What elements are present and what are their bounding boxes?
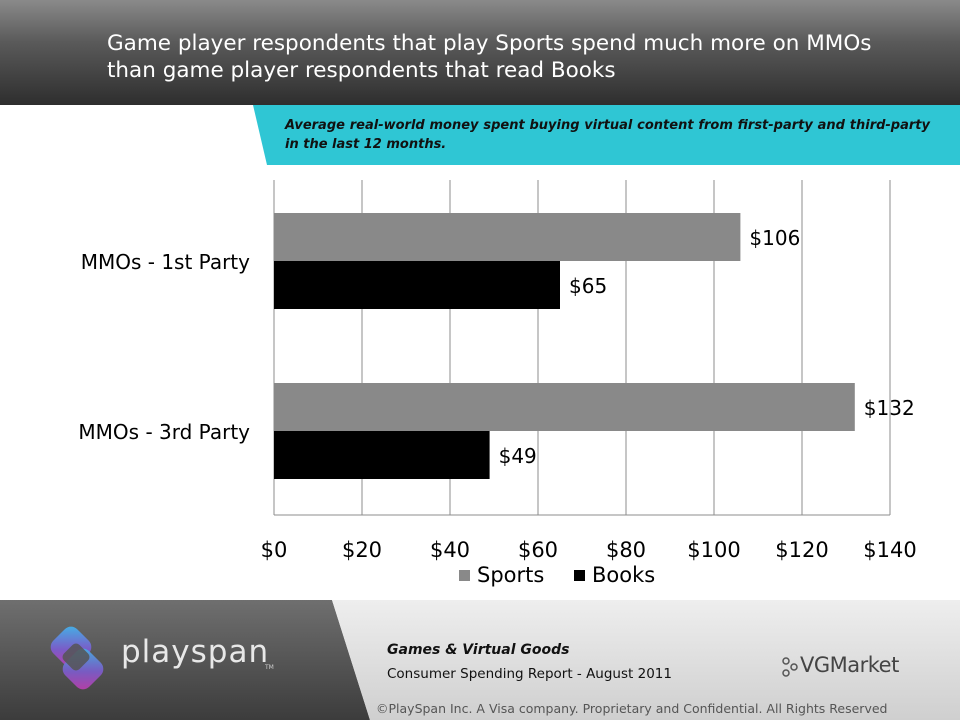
bar-sports bbox=[274, 383, 855, 431]
banner-text: Average real-world money spent buying vi… bbox=[285, 118, 930, 152]
vgmarket-logo-icon bbox=[782, 657, 798, 677]
trademark-mark: TM bbox=[265, 664, 274, 671]
bar-books bbox=[274, 431, 490, 479]
x-tick-label: $20 bbox=[342, 538, 382, 562]
x-tick-label: $140 bbox=[863, 538, 916, 562]
header-bar bbox=[0, 0, 960, 105]
category-label: MMOs - 1st Party bbox=[81, 250, 250, 274]
x-tick-label: $120 bbox=[775, 538, 828, 562]
vgmarket-wordmark: VGMarket bbox=[800, 653, 899, 677]
playspan-logo-icon bbox=[50, 626, 104, 690]
x-tick-label: $40 bbox=[430, 538, 470, 562]
bar-sports bbox=[274, 213, 741, 261]
x-tick-label: $80 bbox=[606, 538, 646, 562]
category-label: MMOs - 3rd Party bbox=[78, 420, 250, 444]
playspan-wordmark: playspan bbox=[121, 634, 270, 670]
legend-swatch-sports bbox=[459, 570, 470, 581]
data-label: $106 bbox=[749, 226, 800, 250]
data-label: $132 bbox=[864, 396, 915, 420]
subtitle-banner bbox=[253, 105, 960, 165]
data-label: $65 bbox=[569, 274, 607, 298]
legend-label: Sports bbox=[477, 563, 544, 587]
report-title: Games & Virtual Goods bbox=[387, 642, 570, 658]
x-tick-label: $60 bbox=[518, 538, 558, 562]
data-label: $49 bbox=[499, 444, 537, 468]
copyright-notice: ©PlaySpan Inc. A Visa company. Proprieta… bbox=[376, 701, 888, 716]
report-subtitle: Consumer Spending Report - August 2011 bbox=[387, 666, 672, 682]
legend-label: Books bbox=[592, 563, 655, 587]
slide-title: Game player respondents that play Sports… bbox=[107, 31, 872, 83]
x-tick-label: $0 bbox=[261, 538, 288, 562]
legend-swatch-books bbox=[574, 570, 585, 581]
bar-books bbox=[274, 261, 560, 309]
footer-light-panel bbox=[332, 600, 960, 720]
bar-chart: $0 $20 $40 $60 $80 $100 $120 $140 MMOs - 1st Par… bbox=[78, 180, 917, 587]
x-tick-label: $100 bbox=[687, 538, 740, 562]
